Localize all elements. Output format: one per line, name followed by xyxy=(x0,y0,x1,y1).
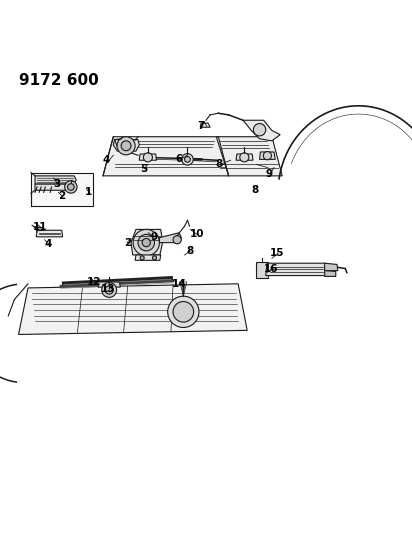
Circle shape xyxy=(182,154,193,165)
Text: 9172 600: 9172 600 xyxy=(19,73,98,88)
Circle shape xyxy=(105,286,113,294)
Circle shape xyxy=(173,302,194,322)
Text: 9: 9 xyxy=(265,169,272,179)
Circle shape xyxy=(117,137,135,155)
Circle shape xyxy=(121,141,131,151)
Circle shape xyxy=(102,282,117,297)
Polygon shape xyxy=(325,263,338,271)
Text: 11: 11 xyxy=(33,222,48,232)
Text: 1: 1 xyxy=(85,187,92,197)
Polygon shape xyxy=(98,282,120,287)
Polygon shape xyxy=(113,140,139,151)
Text: 10: 10 xyxy=(190,229,204,239)
Text: 6: 6 xyxy=(176,155,183,164)
Circle shape xyxy=(253,124,266,136)
Circle shape xyxy=(240,153,249,162)
Text: 7: 7 xyxy=(197,122,205,132)
Polygon shape xyxy=(256,262,268,278)
Polygon shape xyxy=(159,233,181,243)
Circle shape xyxy=(68,184,74,190)
Polygon shape xyxy=(243,120,280,141)
Polygon shape xyxy=(216,137,282,176)
Polygon shape xyxy=(31,173,93,206)
Polygon shape xyxy=(266,263,328,276)
Text: 12: 12 xyxy=(87,277,101,287)
Polygon shape xyxy=(139,154,157,160)
Text: 5: 5 xyxy=(140,164,147,174)
Circle shape xyxy=(152,256,157,260)
Text: 15: 15 xyxy=(269,248,284,259)
Polygon shape xyxy=(325,271,336,277)
Text: 4: 4 xyxy=(103,155,110,165)
Circle shape xyxy=(140,256,144,260)
Circle shape xyxy=(168,296,199,327)
Polygon shape xyxy=(135,255,161,260)
Text: 13: 13 xyxy=(101,284,115,294)
Polygon shape xyxy=(236,154,253,160)
Circle shape xyxy=(65,181,77,193)
Polygon shape xyxy=(35,176,76,184)
Polygon shape xyxy=(36,228,43,230)
Text: 9: 9 xyxy=(151,232,158,242)
Circle shape xyxy=(173,236,181,244)
Circle shape xyxy=(133,229,159,256)
Text: 4: 4 xyxy=(45,239,52,249)
Circle shape xyxy=(142,238,150,247)
Circle shape xyxy=(138,235,154,251)
Text: 3: 3 xyxy=(53,179,61,189)
Circle shape xyxy=(185,157,190,162)
Polygon shape xyxy=(131,229,163,255)
Polygon shape xyxy=(36,230,63,237)
Polygon shape xyxy=(103,137,229,176)
Text: 14: 14 xyxy=(172,279,187,289)
Text: 16: 16 xyxy=(264,264,279,274)
Text: 8: 8 xyxy=(215,159,223,169)
Circle shape xyxy=(263,151,272,160)
Text: 2: 2 xyxy=(124,238,131,248)
Polygon shape xyxy=(19,284,247,335)
Text: 2: 2 xyxy=(58,191,66,200)
Circle shape xyxy=(143,153,152,162)
Polygon shape xyxy=(260,152,275,159)
Text: 8: 8 xyxy=(251,185,258,195)
Text: 8: 8 xyxy=(187,246,194,256)
Polygon shape xyxy=(35,184,70,190)
Polygon shape xyxy=(200,123,210,127)
